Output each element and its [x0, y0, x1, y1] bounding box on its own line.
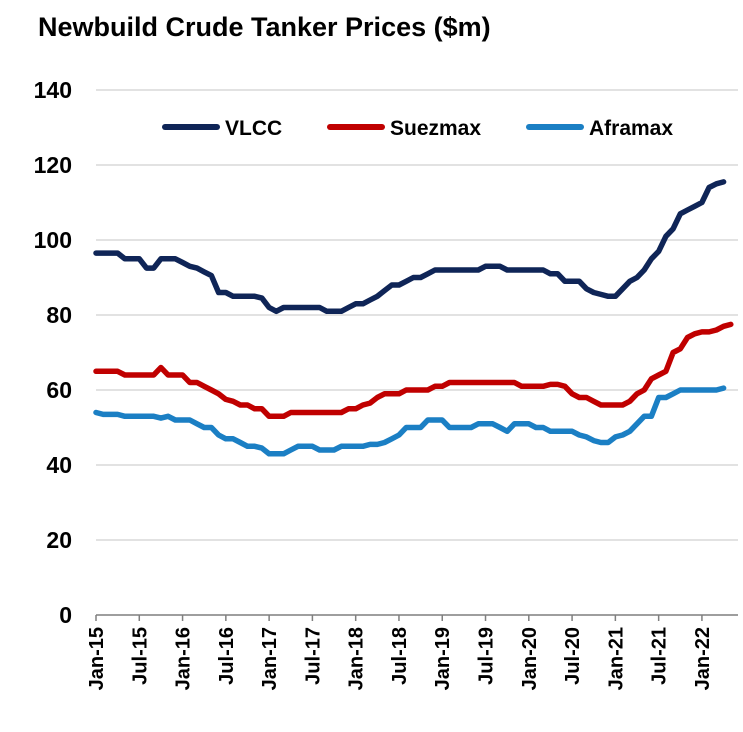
x-tick-label-Jul-18: Jul-18: [389, 627, 411, 685]
x-tick-label-Jan-15: Jan-15: [86, 627, 108, 690]
y-tick-label-60: 60: [46, 377, 72, 403]
x-tick-label-Jul-19: Jul-19: [476, 627, 498, 685]
x-tick-label-Jul-16: Jul-16: [216, 627, 238, 685]
legend: VLCC Suezmax Aframax: [162, 117, 673, 140]
x-tick-label-Jul-15: Jul-15: [129, 627, 151, 685]
series-line-vlcc: [93, 179, 727, 315]
x-tick-label-Jan-18: Jan-18: [346, 627, 368, 690]
y-tick-label-20: 20: [46, 527, 72, 553]
x-tick-label-Jan-22: Jan-22: [692, 627, 714, 690]
x-tick-label-Jan-17: Jan-17: [259, 627, 281, 690]
series-line-aframax: [93, 385, 727, 457]
legend-label-suezmax: Suezmax: [390, 117, 481, 140]
chart-title: Newbuild Crude Tanker Prices ($m): [38, 12, 491, 42]
y-tick-label-100: 100: [34, 227, 72, 253]
series-line-suezmax: [93, 321, 734, 420]
y-tick-label-80: 80: [46, 302, 72, 328]
x-tick-label-Jan-19: Jan-19: [432, 627, 454, 690]
gridlines: [96, 89, 738, 541]
y-tick-label-140: 140: [34, 77, 72, 103]
x-tick-label-Jan-16: Jan-16: [173, 627, 195, 690]
x-tick-label-Jul-20: Jul-20: [562, 627, 584, 685]
series-lines: [93, 179, 734, 457]
x-tick-label-Jan-21: Jan-21: [605, 627, 627, 690]
x-axis-tick-labels: Jan-15 Jul-15 Jan-16 Jul-16 Jan-17 Jul-17 Jan-…: [86, 627, 714, 690]
y-tick-label-40: 40: [46, 452, 72, 478]
x-tick-label-Jul-17: Jul-17: [302, 627, 324, 685]
y-tick-label-120: 120: [34, 152, 72, 178]
y-tick-label-0: 0: [59, 602, 72, 628]
y-axis-tick-labels: 0 20 40 60 80 100 120 140: [34, 77, 72, 628]
x-tick-label-Jan-20: Jan-20: [519, 627, 541, 690]
axes: [95, 614, 738, 621]
legend-label-aframax: Aframax: [589, 117, 673, 140]
legend-label-vlcc: VLCC: [225, 117, 282, 140]
x-tick-label-Jul-21: Jul-21: [649, 627, 671, 685]
